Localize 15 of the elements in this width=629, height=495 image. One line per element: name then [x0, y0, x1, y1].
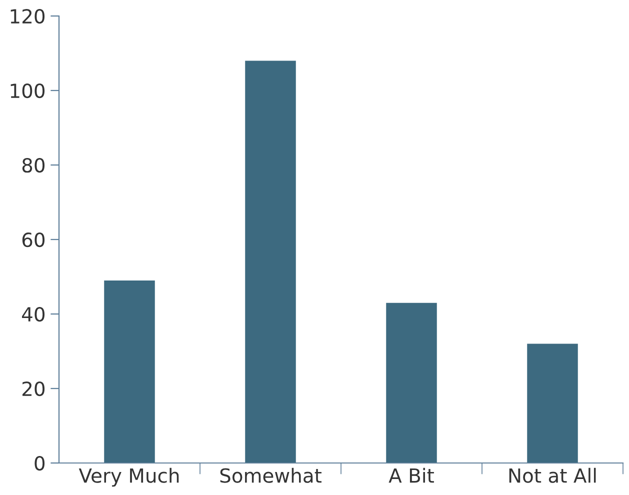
- bar: [245, 60, 296, 463]
- y-tick-label: 0: [34, 456, 45, 471]
- bar: [386, 302, 437, 463]
- y-tick-label: 20: [22, 381, 45, 396]
- x-tick-label: Somewhat: [220, 468, 322, 483]
- y-tick-label: 80: [22, 158, 45, 173]
- y-tick-label: 60: [22, 232, 45, 248]
- y-tick-label: 40: [22, 306, 45, 322]
- bar: [104, 280, 155, 463]
- x-tick-label: Not at All: [509, 468, 596, 483]
- y-tick-label: 120: [10, 8, 45, 24]
- bar: [527, 344, 578, 463]
- x-tick-label: A Bit: [388, 468, 434, 483]
- y-tick-label: 100: [10, 83, 45, 98]
- x-tick-label: Very Much: [78, 468, 179, 487]
